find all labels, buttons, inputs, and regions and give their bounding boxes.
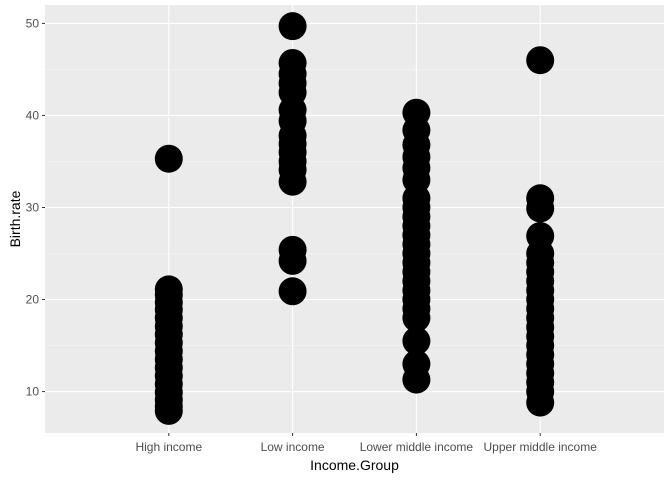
x-tick-label: Lower middle income <box>360 440 474 454</box>
data-point <box>526 388 555 417</box>
y-axis-title: Birth.rate <box>7 190 23 247</box>
data-point <box>154 396 183 425</box>
x-tick-label: Upper middle income <box>484 440 598 454</box>
data-point <box>402 326 431 355</box>
y-tick-label: 40 <box>26 108 40 122</box>
data-point <box>278 167 307 196</box>
minor-gridlines <box>45 69 664 346</box>
x-tick-label: High income <box>135 440 202 454</box>
data-point <box>154 144 183 173</box>
data-point <box>526 194 555 223</box>
data-point <box>278 12 307 41</box>
x-tick-label: Low income <box>261 440 325 454</box>
x-axis-title: Income.Group <box>310 457 399 473</box>
data-point <box>278 277 307 306</box>
y-tick-label: 30 <box>26 200 40 214</box>
y-axis: 10 20 30 40 50 <box>26 16 45 399</box>
data-points <box>154 12 555 425</box>
y-tick-label: 10 <box>26 385 40 399</box>
data-point <box>402 365 431 394</box>
x-axis: High income Low income Lower middle income… <box>135 433 597 454</box>
data-point <box>278 246 307 275</box>
plot-panel <box>45 5 664 433</box>
data-point <box>402 303 431 332</box>
data-point <box>526 46 555 75</box>
y-tick-label: 20 <box>26 293 40 307</box>
y-tick-label: 50 <box>26 16 40 30</box>
